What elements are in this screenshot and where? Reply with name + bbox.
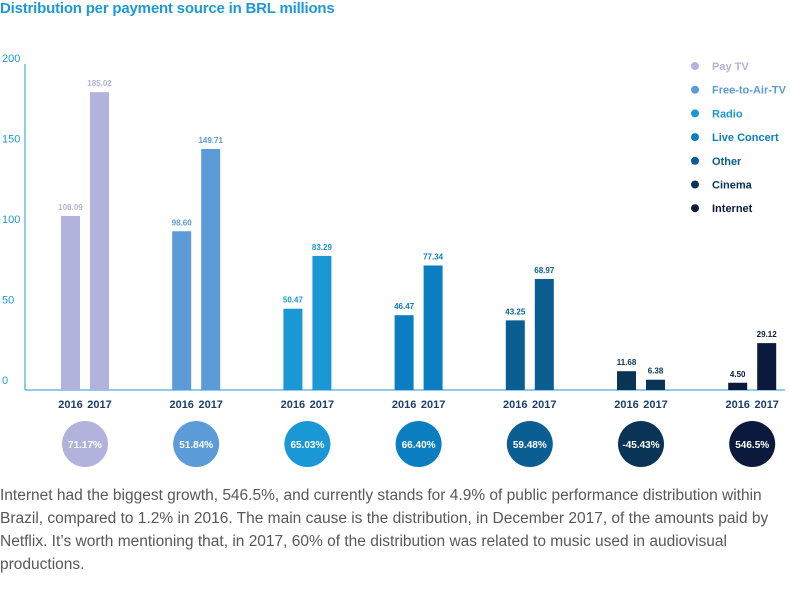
growth-circles: 71.17% 51.84% 65.03% 66.40% 59.48% -45.43% 546… xyxy=(62,421,776,467)
bar xyxy=(312,255,332,390)
legend: Pay TV Free-to-Air-TV Radio Live Concert Oth… xyxy=(691,61,787,215)
growth-label: -45.43% xyxy=(622,440,659,451)
growth-circle xyxy=(284,421,331,467)
growth-circle xyxy=(62,421,108,467)
legend-label: Radio xyxy=(712,108,743,120)
x-tick-label: 2016 xyxy=(58,399,82,411)
data-label: 29.12 xyxy=(757,330,778,339)
data-label: 108.09 xyxy=(58,203,83,212)
chart-title: Distribution per payment source in BRL m… xyxy=(0,0,335,17)
data-label: 77.34 xyxy=(423,252,444,261)
x-tick-label: 2016 xyxy=(725,399,749,411)
data-label: 50.47 xyxy=(283,296,304,305)
legend-label: Free-to-Air-TV xyxy=(712,85,787,97)
legend-label: Other xyxy=(712,156,742,168)
data-label: 11.68 xyxy=(617,358,637,367)
x-tick-label: 2016 xyxy=(281,399,305,411)
legend-label: Internet xyxy=(712,203,753,215)
bar xyxy=(505,320,525,390)
axes: 0 50 100 150 200 xyxy=(2,53,785,391)
bar xyxy=(617,371,636,390)
legend-label: Pay TV xyxy=(712,61,749,73)
growth-label: 51.84% xyxy=(179,440,213,451)
growth-circle xyxy=(395,421,442,467)
x-tick-label: 2017 xyxy=(532,399,556,411)
bar xyxy=(646,379,665,390)
growth-circle xyxy=(173,421,220,467)
legend-marker xyxy=(691,156,699,165)
x-tick-label: 2017 xyxy=(421,399,445,411)
x-tick-label: 2016 xyxy=(392,399,416,411)
legend-label: Live Concert xyxy=(712,132,779,144)
data-label: 6.38 xyxy=(648,367,664,376)
bar xyxy=(423,265,443,390)
x-tick-label: 2017 xyxy=(310,399,334,411)
y-tick-label: 100 xyxy=(2,214,20,226)
caption-text: Internet had the biggest growth, 546.5%,… xyxy=(0,487,769,573)
x-tick-label: 2017 xyxy=(754,399,778,411)
bar xyxy=(61,215,80,390)
data-label: 83.29 xyxy=(312,243,333,252)
growth-label: 71.17% xyxy=(68,440,102,451)
bar xyxy=(757,343,777,390)
bars: 108.09 2016 185.02 2017 98.60 2016 149.71 2017 5… xyxy=(58,79,779,411)
data-label: 149.71 xyxy=(198,136,223,145)
bar xyxy=(201,148,221,390)
x-tick-label: 2016 xyxy=(503,399,527,411)
y-tick-label: 0 xyxy=(2,375,8,387)
legend-label: Cinema xyxy=(712,180,753,192)
legend-marker xyxy=(691,109,699,118)
y-tick-label: 200 xyxy=(2,53,20,65)
growth-label: 546.5% xyxy=(735,440,769,451)
bar xyxy=(172,231,192,390)
data-label: 43.25 xyxy=(505,307,526,316)
x-tick-label: 2017 xyxy=(87,399,111,411)
x-tick-label: 2016 xyxy=(614,399,638,411)
growth-circle xyxy=(729,421,776,467)
bar xyxy=(534,278,554,390)
bar xyxy=(283,308,303,390)
bar xyxy=(90,92,109,390)
x-tick-label: 2016 xyxy=(169,399,193,411)
legend-marker xyxy=(691,180,699,189)
data-label: 68.97 xyxy=(534,266,555,275)
growth-circle xyxy=(618,421,664,467)
bar xyxy=(728,382,748,390)
bar-chart: 0 50 100 150 200 108.09 2016 185.02 2017 98.60 20… xyxy=(2,53,787,467)
bar xyxy=(394,315,414,390)
legend-marker xyxy=(691,85,699,94)
data-label: 185.02 xyxy=(87,79,112,88)
data-label: 46.47 xyxy=(394,302,415,311)
x-tick-label: 2017 xyxy=(643,399,667,411)
data-label: 4.50 xyxy=(730,370,746,379)
y-tick-label: 150 xyxy=(2,134,20,146)
growth-label: 65.03% xyxy=(290,440,324,451)
legend-marker xyxy=(691,204,699,213)
legend-marker xyxy=(691,133,699,142)
data-label: 98.60 xyxy=(172,218,193,227)
growth-label: 66.40% xyxy=(402,440,436,451)
growth-circle xyxy=(506,421,553,467)
y-tick-label: 50 xyxy=(2,295,14,307)
x-tick-label: 2017 xyxy=(198,399,222,411)
growth-label: 59.48% xyxy=(513,440,547,451)
legend-marker xyxy=(691,62,699,70)
